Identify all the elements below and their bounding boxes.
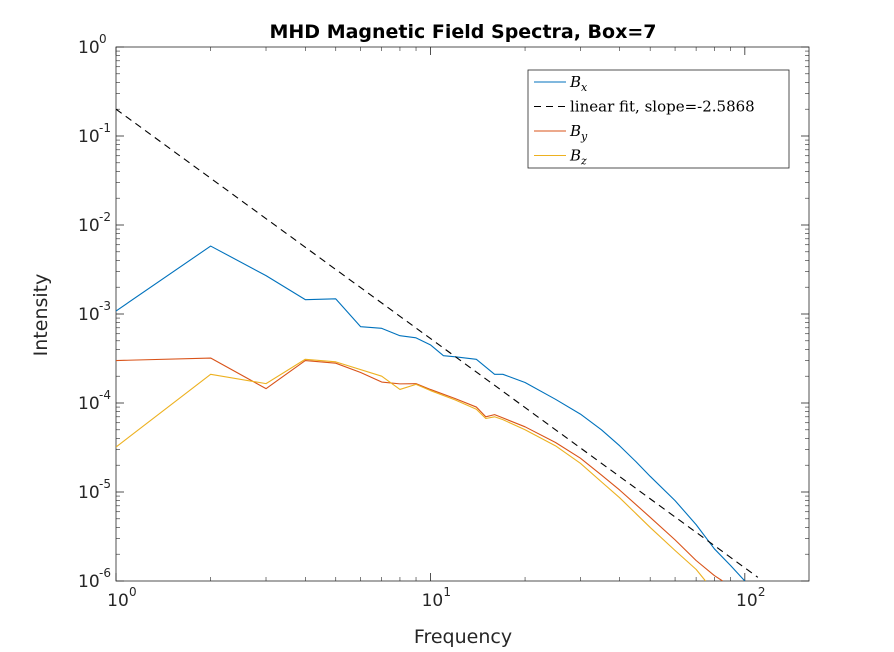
x-axis-label: Frequency (414, 626, 512, 648)
x-tick-label: 10 (422, 591, 444, 611)
series-line-Bz (116, 358, 706, 581)
y-tick-exponent: 0 (99, 32, 107, 46)
y-tick-exponent: -5 (99, 477, 111, 491)
x-tick-label: 10 (736, 591, 758, 611)
legend-label-subscript: x (581, 81, 588, 94)
y-tick-exponent: -4 (99, 388, 111, 402)
y-tick-label: 10 (78, 216, 100, 236)
series-line-fit (116, 108, 759, 578)
y-tick-label: 10 (78, 38, 100, 58)
legend-label-fit: linear fit, slope=-2.5868 (570, 98, 755, 116)
series-line-By (116, 357, 723, 581)
y-tick-exponent: -2 (99, 210, 111, 224)
y-tick-label: 10 (78, 394, 100, 414)
legend-box (527, 69, 790, 169)
x-tick-exponent: 0 (129, 585, 137, 599)
y-tick-exponent: -1 (99, 121, 111, 135)
series-group (116, 108, 759, 581)
y-axis-label: Intensity (30, 274, 52, 357)
legend-label-subscript: z (580, 155, 587, 168)
y-tick-exponent: -3 (99, 299, 111, 313)
x-tick-label: 10 (107, 591, 129, 611)
chart-title: MHD Magnetic Field Spectra, Box=7 (270, 21, 657, 43)
y-tick-label: 10 (78, 572, 100, 592)
x-tick-exponent: 2 (758, 585, 766, 599)
y-tick-exponent: -6 (99, 566, 111, 580)
series-line-Bx (116, 245, 746, 581)
y-tick-label: 10 (78, 483, 100, 503)
y-tick-label: 10 (78, 127, 100, 147)
legend-label-subscript: y (580, 130, 588, 143)
x-tick-exponent: 1 (443, 585, 451, 599)
y-tick-label: 10 (78, 305, 100, 325)
